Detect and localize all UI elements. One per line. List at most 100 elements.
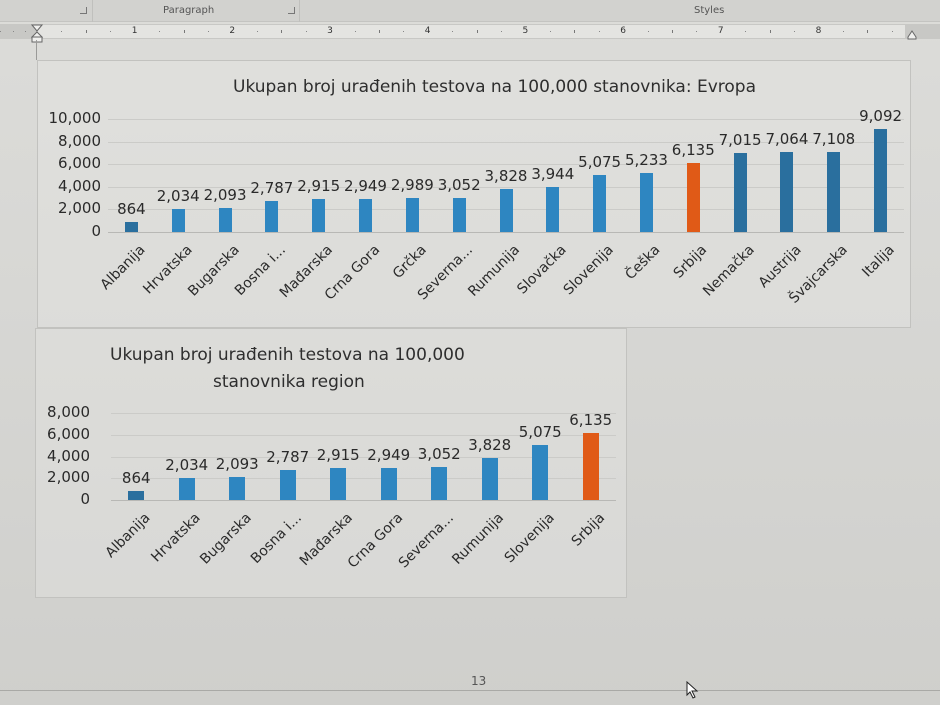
chart-title-line-1: Ukupan broj urađenih testova na 100,000 (110, 345, 465, 365)
right-indent-marker-icon[interactable] (907, 30, 917, 40)
bar-bosna-i-[interactable] (265, 200, 279, 232)
data-label: 2,034 (165, 455, 209, 474)
bar-hrvatska[interactable] (171, 209, 185, 232)
y-axis-tick-label: 4,000 (58, 176, 101, 195)
data-label: 2,915 (316, 446, 360, 465)
chart-title: Ukupan broj urađenih testova na 100,000 … (233, 77, 756, 97)
bar-srbija[interactable] (582, 433, 599, 500)
bar-bugarska[interactable] (229, 477, 246, 500)
data-label: 2,093 (203, 186, 247, 205)
data-label: 2,949 (367, 445, 411, 464)
x-axis-category-label: Srbija (671, 242, 711, 282)
paragraph-group-label: Paragraph (163, 5, 215, 16)
ruler-number: 5 (522, 26, 529, 36)
mouse-cursor-icon (686, 681, 699, 699)
ruler-tick (476, 30, 478, 33)
region-chart[interactable]: Ukupan broj urađenih testova na 100,000 … (35, 328, 627, 598)
x-axis-category-label: Slovenija (501, 510, 558, 567)
bar-italija[interactable] (874, 129, 888, 232)
ruler-number: 6 (620, 26, 626, 36)
data-label: 3,052 (437, 175, 481, 194)
ruler-tick (403, 31, 405, 32)
data-label: 2,787 (266, 447, 310, 466)
bar-bosna-i-[interactable] (279, 469, 296, 500)
gridline (111, 413, 616, 414)
bar-mađarska[interactable] (312, 199, 326, 232)
horizontal-ruler[interactable]: 1 2 3 4 5 6 7 8 (0, 24, 940, 39)
x-axis-line (111, 500, 616, 501)
bar-slovenija[interactable] (593, 174, 607, 232)
ruler-tick (598, 31, 600, 32)
data-label: 7,108 (812, 129, 856, 148)
ruler-text-area (37, 25, 905, 38)
bar-austrija[interactable] (780, 152, 794, 232)
data-label: 2,093 (215, 455, 259, 474)
data-label: 2,034 (156, 187, 200, 206)
ruler-tick (305, 31, 307, 32)
data-label: 864 (121, 468, 151, 487)
data-label: 9,092 (859, 107, 903, 126)
indent-marker-icon[interactable] (31, 22, 43, 44)
bar-crna-gora[interactable] (380, 467, 397, 500)
bar-češka[interactable] (639, 172, 653, 232)
ribbon: Paragraph Styles (0, 0, 940, 22)
data-label: 3,828 (484, 166, 528, 185)
ruler-number: 8 (815, 26, 822, 36)
gridline (108, 186, 904, 188)
ruler-tick (501, 31, 503, 32)
bar-severna-[interactable] (452, 197, 466, 232)
bar-crna-gora[interactable] (359, 198, 373, 232)
bar-slovenija[interactable] (532, 444, 549, 500)
margin-guide (36, 40, 37, 60)
ruler-number: 1 (131, 26, 138, 36)
x-axis-category-label: Italija (859, 242, 898, 281)
ruler-number: 4 (424, 26, 431, 36)
data-label: 6,135 (671, 140, 715, 159)
font-group-launcher-icon[interactable] (80, 7, 87, 14)
ruler-tick (696, 31, 698, 32)
data-label: 5,075 (518, 422, 562, 441)
ruler-tick (891, 31, 893, 32)
styles-group-label: Styles (694, 5, 725, 16)
bar-mađarska[interactable] (330, 468, 347, 500)
ruler-number: 7 (717, 26, 724, 36)
europe-chart[interactable]: Ukupan broj urađenih testova na 100,000 … (37, 60, 911, 328)
bar-nemačka[interactable] (733, 152, 747, 232)
bar-srbija[interactable] (686, 162, 700, 232)
ruler-tick (378, 30, 380, 33)
bar-slovačka[interactable] (546, 187, 560, 232)
paragraph-group-launcher-icon[interactable] (288, 7, 295, 14)
bar-grčka[interactable] (405, 198, 419, 232)
ruler-tick (85, 30, 87, 33)
ruler-tick (12, 31, 14, 32)
bar-rumunija[interactable] (499, 188, 513, 232)
bar-švajcarska[interactable] (827, 151, 841, 232)
data-label: 3,052 (417, 444, 461, 463)
data-label: 864 (117, 200, 146, 219)
ribbon-separator (92, 0, 93, 22)
data-label: 3,828 (468, 436, 512, 455)
chart-title-line-2: stanovnika region (213, 372, 365, 392)
x-axis-category-label: Hrvatska (148, 510, 205, 566)
ruler-tick (24, 31, 26, 32)
x-axis-line (108, 232, 904, 233)
bar-severna-[interactable] (431, 466, 448, 500)
data-label: 3,944 (531, 165, 575, 184)
bar-bugarska[interactable] (218, 208, 232, 232)
ruler-tick (61, 31, 63, 32)
ruler-tick (183, 30, 185, 33)
gridline (108, 141, 904, 143)
bar-albanija[interactable] (124, 222, 138, 232)
data-label: 7,064 (765, 130, 809, 149)
y-axis-tick-label: 8,000 (58, 131, 101, 150)
ruler-tick (110, 31, 112, 32)
y-axis-tick-label: 2,000 (47, 468, 90, 487)
data-label: 2,915 (297, 177, 341, 196)
gridline (108, 164, 904, 166)
y-axis-tick-label: 8,000 (47, 403, 90, 421)
bar-rumunija[interactable] (481, 458, 498, 500)
ruler-number: 2 (229, 26, 236, 36)
bar-albanija[interactable] (128, 490, 145, 500)
bar-hrvatska[interactable] (178, 477, 195, 500)
data-label: 6,135 (569, 411, 613, 430)
